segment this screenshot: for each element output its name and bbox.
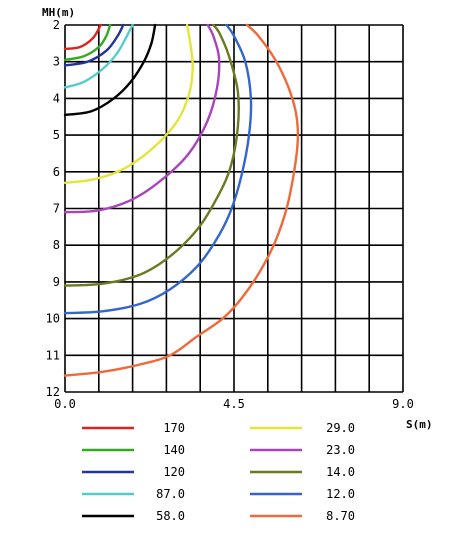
contour-line: [63, 23, 194, 184]
contour-lines: [63, 23, 300, 377]
y-tick-label: 8: [53, 238, 60, 252]
contour-line: [63, 23, 112, 62]
y-tick-label: 5: [53, 128, 60, 142]
y-tick-label: 4: [53, 91, 60, 105]
y-tick-label: 2: [53, 18, 60, 32]
legend-label: 170: [163, 421, 185, 435]
grid: [64, 24, 404, 393]
legend-label: 29.0: [326, 421, 355, 435]
legend-label: 58.0: [156, 509, 185, 523]
contour-line: [63, 23, 300, 377]
contour-line: [63, 23, 134, 89]
y-tick-label: 3: [53, 55, 60, 69]
legend-label: 12.0: [326, 487, 355, 501]
legend-label: 87.0: [156, 487, 185, 501]
y-tick-label: 11: [46, 348, 60, 362]
x-tick-label: 9.0: [392, 397, 414, 411]
legend: 170 140 120 87.0 58.0 29.0 23.0 14.0 12.0 8.70: [82, 421, 355, 523]
legend-label: 120: [163, 465, 185, 479]
contour-line: [63, 23, 157, 117]
legend-label: 8.70: [326, 509, 355, 523]
contour-line: [63, 23, 241, 287]
y-axis-label: MH(m): [42, 6, 75, 19]
contour-line: [63, 23, 221, 214]
y-tick-label: 6: [53, 165, 60, 179]
legend-label: 14.0: [326, 465, 355, 479]
y-tick-label: 9: [53, 275, 60, 289]
contour-line: [63, 23, 253, 315]
y-tick-label: 7: [53, 202, 60, 216]
contour-line: [63, 23, 125, 67]
x-tick-label: 0.0: [54, 397, 76, 411]
y-tick-label: 12: [46, 385, 60, 399]
tick-labels: 2 3 4 5 6 7 8 9 10 11 120.0 4.5 9.0: [46, 18, 414, 411]
x-tick-label: 4.5: [223, 397, 245, 411]
x-axis-label: S(m): [406, 418, 433, 431]
y-tick-label: 10: [46, 312, 60, 326]
contour-line: [63, 23, 102, 51]
legend-label: 140: [163, 443, 185, 457]
legend-label: 23.0: [326, 443, 355, 457]
